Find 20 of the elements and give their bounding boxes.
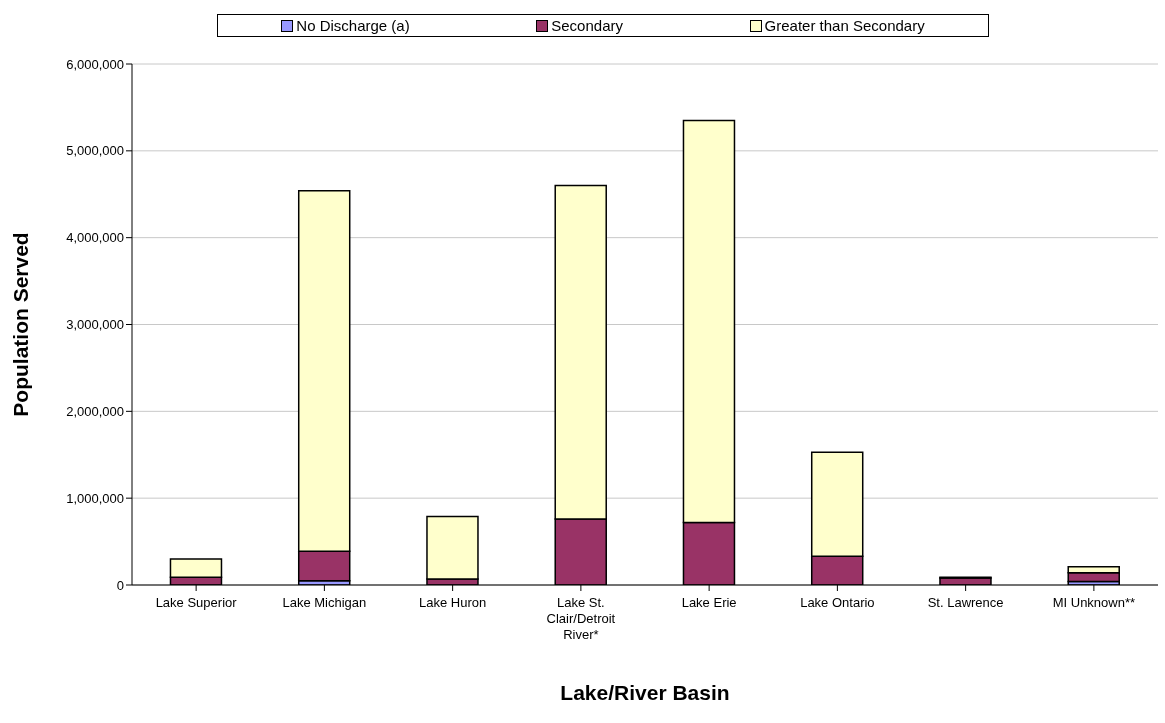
y-tick-label: 6,000,000 [66, 56, 124, 72]
y-tick-label: 2,000,000 [66, 403, 124, 419]
y-tick-label: 0 [116, 577, 124, 593]
x-tick-label: MI Unknown** [1052, 595, 1136, 610]
x-tick-label: St. Lawrence [927, 595, 1004, 610]
x-tick-label: Lake Huron [419, 595, 487, 610]
y-tick-label: 3,000,000 [66, 317, 124, 333]
x-tick-label: Lake Ontario [800, 595, 875, 610]
x-tick-label: Lake Michigan [282, 595, 367, 610]
x-tick-label: Lake Erie [681, 595, 737, 610]
legend-label: Secondary [550, 17, 623, 34]
x-tick-label: Lake St. Clair/Detroit River* [546, 595, 616, 642]
x-tick-label: Lake Superior [155, 595, 238, 610]
y-tick-label: 5,000,000 [66, 143, 124, 159]
legend-label: Greater than Secondary [763, 17, 925, 34]
y-tick-label: 1,000,000 [66, 490, 124, 506]
y-axis-title: Population Served [9, 232, 33, 417]
y-tick-label: 4,000,000 [66, 230, 124, 246]
legend-label: No Discharge (a) [295, 17, 410, 34]
x-axis-title: Lake/River Basin [560, 681, 730, 704]
